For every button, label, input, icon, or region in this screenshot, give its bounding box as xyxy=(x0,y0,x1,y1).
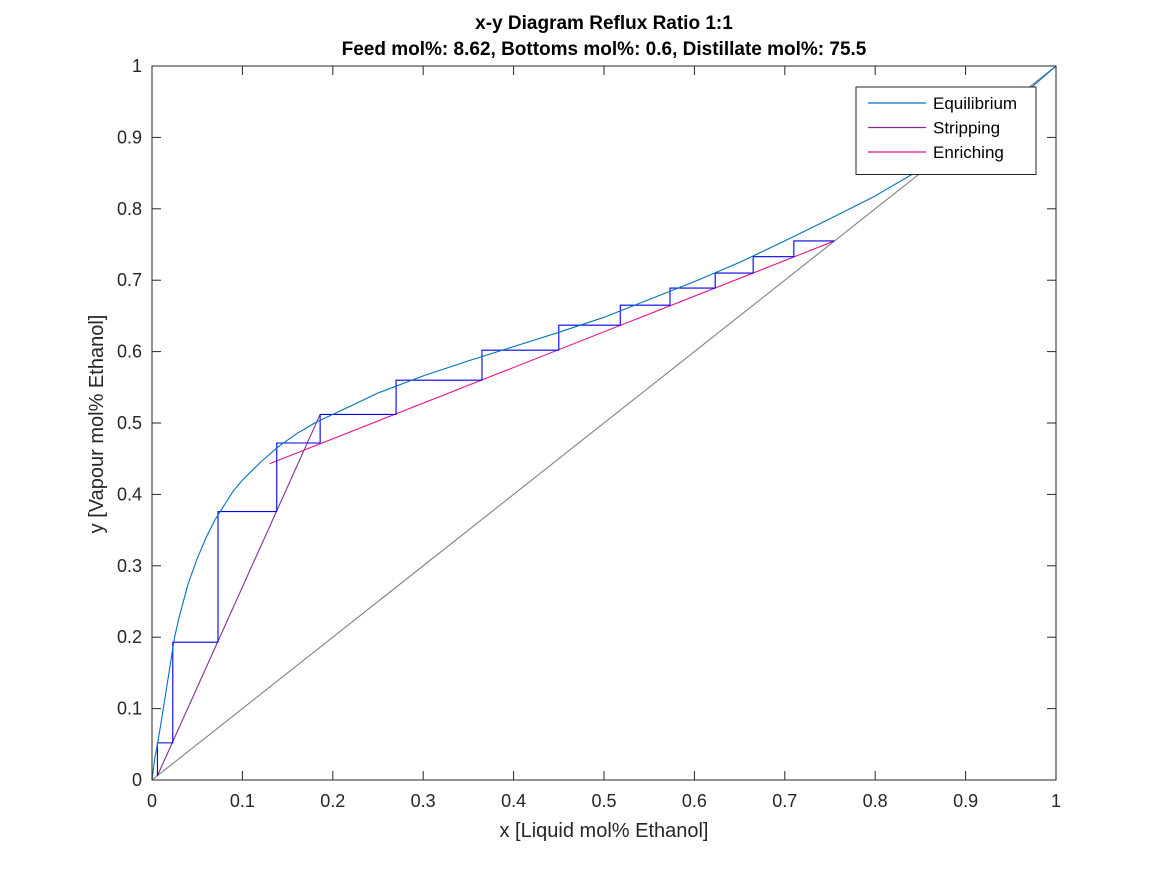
chart-subtitle: Feed mol%: 8.62, Bottoms mol%: 0.6, Dist… xyxy=(342,39,867,60)
y-tick-label: 0.1 xyxy=(117,699,142,719)
series-diagonal-reference-line xyxy=(152,66,1056,780)
y-tick-label: 0.9 xyxy=(117,127,142,147)
series-stage-steps xyxy=(156,240,835,776)
legend-entry: Stripping xyxy=(933,119,1000,138)
x-axis-label: x [Liquid mol% Ethanol] xyxy=(499,820,708,842)
x-tick-label: 0.1 xyxy=(230,791,255,811)
y-tick-label: 0.2 xyxy=(117,627,142,647)
y-tick-label: 0.6 xyxy=(117,342,142,362)
x-tick-label: 0.6 xyxy=(682,791,707,811)
y-tick-label: 1 xyxy=(132,56,142,76)
x-tick-label: 0.4 xyxy=(501,791,526,811)
x-tick-label: 1 xyxy=(1051,791,1061,811)
series-stripping-line xyxy=(156,414,321,776)
x-tick-labels: 0 0.1 0.2 0.3 0.4 0.5 0.6 0.7 0.8 0.9 1 xyxy=(147,791,1061,811)
y-axis-label: y [Vapour mol% Ethanol] xyxy=(86,315,108,534)
legend: Equilibrium Stripping Enriching xyxy=(855,86,1037,175)
legend-entry: Enriching xyxy=(933,143,1004,162)
y-tick-label: 0.5 xyxy=(117,413,142,433)
y-tick-label: 0 xyxy=(132,770,142,790)
series-group xyxy=(152,66,1056,780)
chart-title: x-y Diagram Reflux Ratio 1:1 xyxy=(475,13,733,34)
axes xyxy=(151,65,1057,781)
x-tick-label: 0.2 xyxy=(320,791,345,811)
y-tick-label: 0.7 xyxy=(117,270,142,290)
x-tick-label: 0.5 xyxy=(591,791,616,811)
y-tick-label: 0.8 xyxy=(117,199,142,219)
x-tick-label: 0.3 xyxy=(411,791,436,811)
series-enriching-line xyxy=(269,240,835,465)
legend-box xyxy=(855,86,1037,175)
x-tick-label: 0 xyxy=(147,791,157,811)
x-tick-label: 0.9 xyxy=(953,791,978,811)
series-equilibrium-curve xyxy=(152,66,1056,780)
x-tick-label: 0.7 xyxy=(772,791,797,811)
y-tick-label: 0.3 xyxy=(117,556,142,576)
y-tick-labels: 0 0.1 0.2 0.3 0.4 0.5 0.6 0.7 0.8 0.9 1 xyxy=(117,56,142,790)
y-tick-label: 0.4 xyxy=(117,484,142,504)
x-tick-label: 0.8 xyxy=(863,791,888,811)
legend-entry: Equilibrium xyxy=(933,94,1017,113)
plot-area xyxy=(152,66,1056,780)
